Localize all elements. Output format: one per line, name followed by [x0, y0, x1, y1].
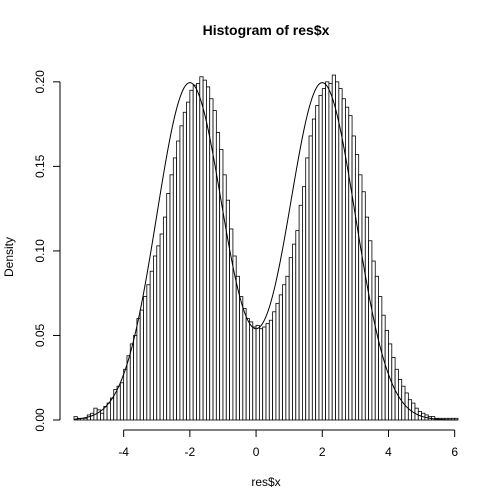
- histogram-bar: [315, 105, 320, 421]
- histogram-bar: [182, 111, 187, 421]
- histogram-bar: [325, 81, 330, 421]
- histogram-bar: [110, 397, 115, 421]
- histogram-bar: [345, 106, 350, 421]
- histogram-bar: [285, 275, 290, 421]
- histogram-bar: [308, 135, 313, 421]
- histogram-bar: [126, 355, 131, 421]
- histogram-bar: [354, 154, 360, 421]
- histogram-bar: [129, 343, 134, 421]
- histogram-bar: [106, 402, 111, 421]
- histogram-bar: [176, 140, 181, 421]
- histogram-bar: [302, 186, 307, 421]
- histogram-bar: [119, 382, 125, 421]
- histogram-bar: [272, 311, 277, 421]
- histogram-bar: [255, 324, 260, 421]
- histogram-bar: [245, 318, 250, 421]
- histogram-bar: [219, 149, 224, 421]
- histogram-bar: [318, 94, 323, 421]
- histogram-bar: [298, 204, 303, 421]
- histogram-bar: [133, 335, 138, 421]
- chart-title: Histogram of res$x: [203, 22, 330, 38]
- histogram-bar: [368, 240, 373, 421]
- histogram-bar: [189, 89, 194, 421]
- histogram-bar: [162, 216, 168, 421]
- y-axis-label: Density: [2, 237, 16, 277]
- histogram-bar: [123, 368, 128, 421]
- histogram-bar: [258, 328, 264, 421]
- histogram-bar: [83, 417, 88, 421]
- x-axis: -4 -2 0 2 4 6: [118, 429, 458, 459]
- histogram-bar: [335, 81, 340, 421]
- x-tick-label: -4: [118, 445, 129, 459]
- histogram-bar: [371, 260, 376, 421]
- histogram-bar: [116, 385, 121, 421]
- histogram-bar: [331, 74, 336, 421]
- histogram-bar: [328, 83, 333, 421]
- histogram-bar: [278, 294, 283, 421]
- y-tick-label: 0.20: [33, 70, 47, 94]
- histogram-bar: [100, 412, 105, 421]
- histogram-bar: [321, 88, 326, 421]
- histogram-bar: [358, 174, 363, 421]
- y-tick-label: 0.05: [33, 323, 47, 347]
- histogram-bar: [196, 83, 201, 421]
- histogram-bar: [239, 296, 244, 421]
- histogram-bar: [172, 157, 178, 421]
- x-tick-label: 0: [253, 445, 260, 459]
- histogram-bar: [179, 125, 184, 421]
- histogram-bar: [288, 257, 293, 421]
- histogram-bar: [364, 216, 370, 421]
- histogram-bar: [149, 270, 154, 421]
- histogram-bar: [249, 321, 254, 421]
- histogram-bars: [73, 74, 459, 421]
- x-axis-label: res$x: [251, 475, 280, 489]
- histogram-bar: [305, 157, 310, 421]
- x-tick-label: 4: [385, 445, 392, 459]
- histogram-bar: [252, 326, 257, 421]
- histogram-bar: [90, 412, 95, 421]
- histogram-bar: [361, 191, 366, 421]
- histogram-bar: [378, 296, 383, 421]
- histogram-bar: [146, 284, 151, 421]
- histogram-bar: [381, 314, 386, 421]
- histogram-bar: [242, 308, 247, 421]
- histogram-bar: [282, 284, 287, 421]
- density-curve: [73, 82, 459, 421]
- histogram-bar: [199, 76, 204, 421]
- histogram-bar: [222, 174, 227, 421]
- y-tick-label: 0.10: [33, 239, 47, 263]
- histogram-bar: [139, 309, 144, 421]
- histogram-bar: [268, 319, 274, 421]
- y-axis: 0.00 0.05 0.10 0.15 0.20: [33, 70, 61, 432]
- histogram-bar: [292, 243, 297, 421]
- histogram-bar: [202, 79, 207, 421]
- histogram-bar: [311, 118, 317, 421]
- y-tick-label: 0.15: [33, 154, 47, 178]
- x-tick-label: -2: [185, 445, 196, 459]
- histogram-bar: [384, 329, 389, 421]
- histogram-bar: [153, 255, 158, 421]
- histogram-bar: [169, 174, 174, 421]
- histogram-bar: [265, 323, 270, 421]
- x-tick-label: 6: [451, 445, 458, 459]
- histogram-bar: [275, 302, 280, 421]
- histogram-bar: [235, 275, 240, 421]
- histogram-bar: [351, 135, 356, 421]
- histogram-bar: [143, 296, 148, 421]
- histogram-bar: [136, 318, 141, 421]
- histogram-bar: [348, 115, 353, 421]
- histogram-bar: [262, 326, 267, 421]
- histogram-bar: [186, 101, 191, 421]
- histogram-bar: [374, 275, 379, 421]
- y-tick-label: 0.00: [33, 408, 47, 432]
- x-tick-label: 2: [319, 445, 326, 459]
- histogram-bar: [156, 245, 161, 421]
- histogram-bar: [166, 193, 171, 421]
- histogram-bar: [295, 230, 300, 421]
- histogram-bar: [192, 84, 197, 421]
- histogram-bar: [159, 233, 164, 421]
